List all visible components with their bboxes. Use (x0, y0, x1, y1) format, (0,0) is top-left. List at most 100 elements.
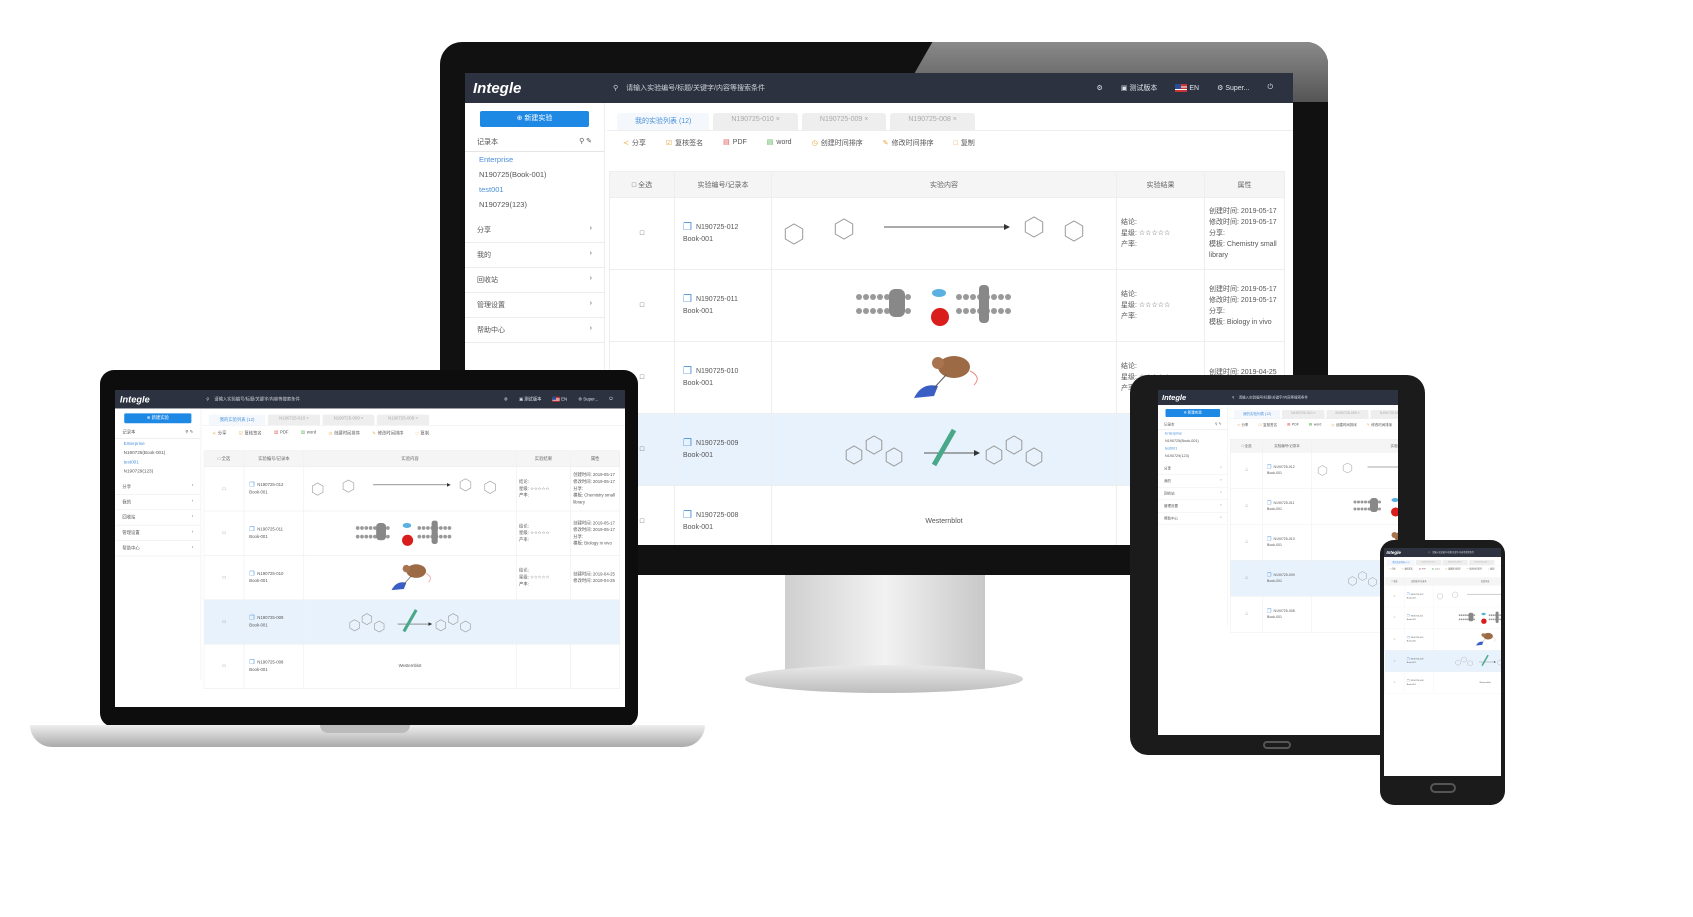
toolbar-button[interactable]: ✎修改时间排序 (1366, 423, 1393, 428)
experiment-id-cell[interactable]: ❐ N190725-009 Book-001 (674, 413, 772, 486)
toolbar-button[interactable]: ◷创建时间排序 (1445, 568, 1461, 571)
experiment-id-cell[interactable]: ❐ N190725-012 Book-001 (1404, 585, 1434, 608)
sidebar-item[interactable]: 帮助中心 › (1158, 513, 1228, 525)
tree-item[interactable]: N190729(123) (123, 468, 154, 474)
search-input[interactable]: 请输入实验编号/标题/关键字/内容等搜索条件 (214, 397, 300, 402)
search-input[interactable]: 请输入实验编号/标题/关键字/内容等搜索条件 (1432, 551, 1474, 554)
tree-group[interactable]: Enterprise (1165, 431, 1183, 436)
toolbar-button[interactable]: □复制 (953, 140, 975, 147)
sidebar-item[interactable]: 管理设置 › (1158, 500, 1228, 513)
new-experiment-button[interactable]: ⊕ 新建实验 (124, 413, 192, 424)
column-header[interactable]: □ 全选 (203, 450, 245, 467)
tab[interactable]: N190725-010 × (1282, 410, 1325, 419)
tree-group[interactable]: Enterprise (123, 440, 145, 447)
toolbar-button[interactable]: ≺分享 (623, 140, 646, 147)
experiment-id-cell[interactable]: ❐ N190725-009 Book-001 (1404, 650, 1434, 672)
sidebar-item[interactable]: 帮助中心 › (115, 541, 201, 557)
experiment-id-cell[interactable]: ❐ N190725-008 Book-001 (674, 485, 772, 545)
experiment-id-cell[interactable]: ❐ N190725-012 Book-001 (243, 466, 305, 512)
experiment-id-cell[interactable]: ❐ N190725-010 Book-001 (1262, 524, 1312, 561)
row-checkbox[interactable]: □ (609, 269, 675, 342)
tree-group[interactable]: Enterprise (479, 155, 514, 164)
tree-item[interactable]: N190729(123) (1165, 453, 1189, 459)
tab[interactable]: 我的实验列表 (12) (617, 113, 710, 130)
sidebar-item[interactable]: 我的 › (1158, 475, 1228, 488)
row-checkbox[interactable]: □ (203, 599, 245, 645)
tab[interactable]: N190725-008 × (890, 113, 975, 130)
tree-group[interactable]: test001 (1165, 446, 1178, 451)
sidebar-item[interactable]: 分享 › (115, 479, 201, 495)
toolbar-button[interactable]: ✎修改时间排序 (372, 431, 404, 436)
sidebar-item[interactable]: 帮助中心 › (465, 318, 604, 343)
experiment-id-cell[interactable]: ❐ N190725-010 Book-001 (1404, 628, 1434, 651)
language-switch[interactable]: EN (552, 396, 567, 402)
column-header[interactable]: □ 全选 (1384, 577, 1405, 586)
row-checkbox[interactable]: □ (1230, 596, 1263, 633)
tab[interactable]: N190725-009 × (1442, 560, 1468, 566)
experiment-id-cell[interactable]: ❐ N190725-009 Book-001 (243, 599, 305, 645)
toolbar-button[interactable]: □复制 (415, 431, 430, 436)
toolbar-button[interactable]: ☑复核签名 (1258, 423, 1278, 428)
row-checkbox[interactable]: □ (1230, 488, 1263, 525)
power-icon[interactable]: ⏻ (1267, 84, 1273, 91)
toolbar-button[interactable]: ▤PDF (1287, 423, 1299, 427)
experiment-id-cell[interactable]: ❐ N190725-011 Book-001 (1262, 488, 1312, 525)
toolbar-button[interactable]: ▤PDF (1418, 567, 1426, 570)
tree-group[interactable]: test001 (479, 185, 504, 194)
toolbar-button[interactable]: ☑复核签名 (1401, 568, 1413, 571)
user-menu[interactable]: ⚙ Super... (1217, 85, 1250, 92)
toolbar-button[interactable]: ◷创建时间排序 (811, 140, 863, 147)
search-edit-icons[interactable]: ⚲ ✎ (579, 138, 592, 145)
toolbar-button[interactable]: ▤PDF (274, 430, 289, 435)
experiment-id-cell[interactable]: ❐ N190725-011 Book-001 (243, 510, 305, 556)
experiment-id-cell[interactable]: ❐ N190725-012 Book-001 (674, 197, 772, 270)
tab[interactable]: N190725-009 × (1326, 410, 1369, 419)
sidebar-item[interactable]: 管理设置 › (115, 526, 201, 541)
tab[interactable]: N190725-009 × (322, 414, 375, 426)
table-row[interactable]: □ ❐ N190725-009 Book-001 (1384, 650, 1501, 672)
row-checkbox[interactable]: □ (1384, 628, 1405, 651)
tab[interactable]: 我的实验列表 (12) (1234, 410, 1281, 419)
row-checkbox[interactable]: □ (1230, 452, 1263, 489)
search-edit-icons[interactable]: ⚲ ✎ (1215, 422, 1222, 427)
tab[interactable]: N190725-010 × (268, 414, 321, 426)
column-header[interactable]: □ 全选 (609, 171, 675, 198)
version-label[interactable]: ▣ 测试版本 (1120, 85, 1158, 92)
tree-group[interactable]: test001 (123, 458, 139, 465)
experiment-id-cell[interactable]: ❐ N190725-011 Book-001 (1404, 606, 1434, 629)
tab[interactable]: 我的实验列表 (12) (1387, 560, 1415, 566)
tab[interactable]: 我的实验列表 (12) (208, 414, 266, 426)
row-checkbox[interactable]: □ (609, 197, 675, 270)
search-bar[interactable]: ⚲ 请输入实验编号/标题/关键字/内容等搜索条件 (1232, 395, 1398, 400)
sidebar-item[interactable]: 分享 › (1158, 463, 1228, 475)
row-checkbox[interactable]: □ (1384, 606, 1405, 629)
tree-item[interactable]: N190729(123) (479, 200, 527, 209)
sidebar-item[interactable]: 我的 › (115, 495, 201, 511)
row-checkbox[interactable]: □ (203, 643, 245, 689)
toolbar-button[interactable]: ≺分享 (212, 431, 227, 436)
experiment-id-cell[interactable]: ❐ N190725-012 Book-001 (1262, 452, 1312, 489)
tree-item[interactable]: N190725(Book-001) (123, 449, 166, 456)
new-experiment-button[interactable]: ⊕ 新建实验 (480, 111, 589, 127)
toolbar-button[interactable]: ≺分享 (1388, 568, 1396, 571)
search-input[interactable]: 请输入实验编号/标题/关键字/内容等搜索条件 (1238, 396, 1308, 400)
search-bar[interactable]: ⚲ 请输入实验编号/标题/关键字/内容等搜索条件 (1428, 551, 1501, 554)
toolbar-button[interactable]: ◷创建时间排序 (328, 431, 360, 436)
experiment-id-cell[interactable]: ❐ N190725-009 Book-001 (1262, 560, 1312, 597)
tab[interactable]: N190725-008 × (1370, 410, 1398, 419)
sidebar-item[interactable]: 管理设置 › (465, 293, 604, 318)
tab[interactable]: N190725-008 × (377, 414, 430, 426)
row-checkbox[interactable]: □ (1230, 524, 1263, 561)
row-checkbox[interactable]: □ (203, 466, 245, 512)
